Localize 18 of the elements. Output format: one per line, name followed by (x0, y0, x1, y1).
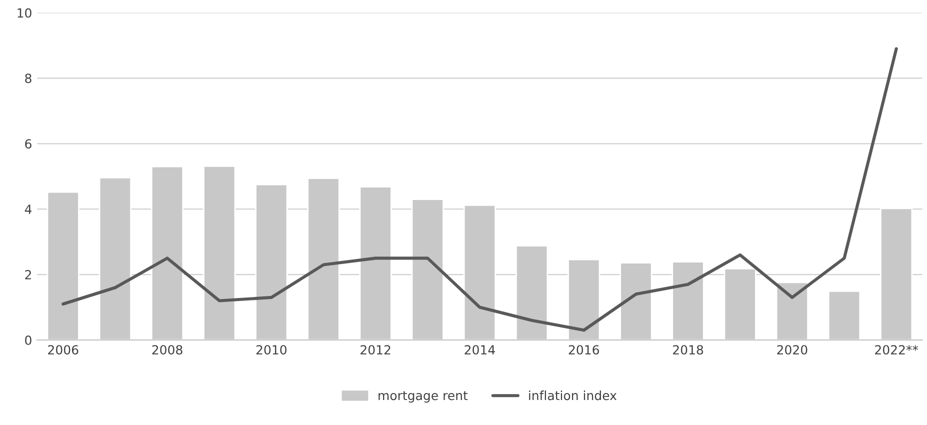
line-series (62, 47, 898, 332)
x-tick-label: 2020 (777, 345, 808, 355)
legend-label: mortgage rent (378, 391, 468, 403)
x-tick-label: 2016 (568, 345, 599, 355)
y-tick-label: 0 (25, 335, 32, 345)
x-tick-label: 2010 (256, 345, 286, 355)
x-tick-label: 2022** (875, 345, 918, 355)
y-tick-label: 6 (25, 139, 32, 149)
legend-label: inflation index (529, 390, 617, 400)
y-tick-label: 4 (24, 204, 32, 214)
x-tick-label: 2006 (48, 345, 78, 355)
x-tick-label: 2008 (152, 345, 182, 355)
y-tick-label: 8 (25, 74, 32, 84)
x-tick-label: 2012 (360, 345, 390, 355)
y-tick-label: 2 (25, 270, 31, 280)
y-tick-label: 10 (18, 8, 32, 18)
x-tick-label: 2014 (464, 345, 495, 355)
x-tick-label: 2018 (673, 345, 704, 355)
